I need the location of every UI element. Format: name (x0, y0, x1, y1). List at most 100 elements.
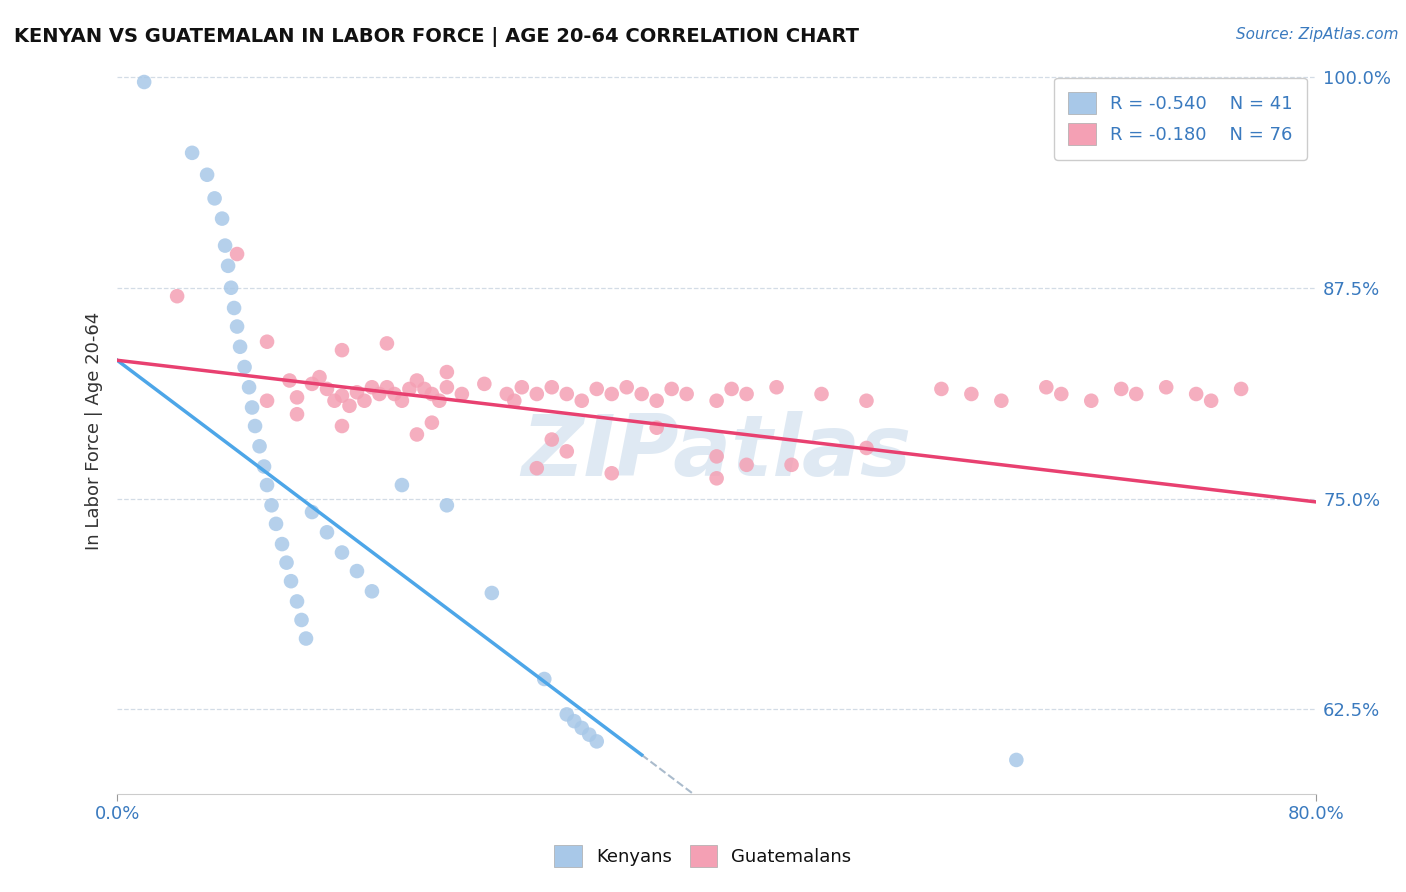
Point (260, 498, 283, 512)
Point (600, 387, 623, 401)
Point (436, 365, 458, 379)
Point (990, 393, 1012, 408)
Point (931, 382, 953, 396)
Point (278, 374, 301, 388)
Point (346, 564, 368, 578)
Point (285, 594, 308, 608)
Point (285, 390, 308, 404)
Point (503, 393, 526, 408)
Point (720, 382, 742, 396)
Point (810, 387, 832, 401)
Point (645, 421, 668, 435)
Point (330, 343, 353, 358)
Point (391, 393, 413, 408)
Point (249, 439, 271, 453)
Point (1125, 387, 1147, 401)
Point (256, 393, 278, 408)
Point (436, 380, 458, 394)
Point (323, 393, 346, 408)
Point (204, 191, 226, 205)
Point (211, 211, 233, 226)
Point (398, 382, 420, 396)
Point (181, 145, 204, 160)
Point (222, 301, 245, 315)
Point (316, 525, 339, 540)
Point (308, 370, 330, 384)
Point (384, 387, 406, 401)
Point (510, 380, 533, 394)
Point (555, 444, 578, 458)
Y-axis label: In Labor Force | Age 20-64: In Labor Force | Age 20-64 (86, 312, 103, 550)
Point (1080, 393, 1102, 408)
Point (316, 382, 339, 396)
Point (571, 393, 593, 408)
Point (301, 505, 323, 519)
Point (361, 584, 384, 599)
Point (339, 399, 361, 413)
Point (226, 247, 249, 261)
Point (1035, 380, 1057, 394)
Point (540, 433, 562, 447)
Point (375, 380, 398, 394)
Point (450, 387, 472, 401)
Point (555, 387, 578, 401)
Point (562, 714, 585, 728)
Point (735, 387, 758, 401)
Point (264, 516, 287, 531)
Point (217, 259, 239, 273)
Point (285, 407, 308, 421)
Point (238, 380, 260, 394)
Point (353, 393, 375, 408)
Point (361, 380, 384, 394)
Point (630, 387, 652, 401)
Point (214, 238, 236, 252)
Point (346, 385, 368, 400)
Text: KENYAN VS GUATEMALAN IN LABOR FORCE | AGE 20-64 CORRELATION CHART: KENYAN VS GUATEMALAN IN LABOR FORCE | AG… (14, 27, 859, 46)
Point (166, 289, 188, 303)
Point (495, 387, 517, 401)
Point (1185, 387, 1208, 401)
Point (413, 382, 436, 396)
Point (195, 168, 218, 182)
Point (780, 458, 803, 472)
Point (229, 340, 252, 354)
Point (330, 419, 353, 434)
Point (533, 672, 555, 686)
Text: Source: ZipAtlas.com: Source: ZipAtlas.com (1236, 27, 1399, 42)
Point (855, 393, 877, 408)
Point (368, 387, 391, 401)
Legend: R = -0.540    N = 41, R = -0.180    N = 76: R = -0.540 N = 41, R = -0.180 N = 76 (1054, 78, 1308, 160)
Point (600, 467, 623, 481)
Point (960, 387, 983, 401)
Point (706, 450, 728, 464)
Point (472, 376, 495, 391)
Point (578, 728, 600, 742)
Point (585, 382, 607, 396)
Point (219, 281, 242, 295)
Point (765, 380, 787, 394)
Point (406, 374, 429, 388)
Point (1005, 753, 1028, 767)
Point (420, 387, 443, 401)
Point (253, 459, 276, 474)
Point (301, 376, 323, 391)
Point (375, 336, 398, 351)
Point (134, 75, 156, 89)
Point (276, 556, 298, 570)
Point (585, 734, 607, 748)
Point (1230, 382, 1253, 396)
Point (256, 478, 278, 492)
Point (706, 471, 728, 485)
Point (429, 393, 451, 408)
Point (280, 574, 302, 589)
Point (661, 382, 683, 396)
Point (330, 545, 353, 559)
Point (233, 359, 256, 374)
Point (406, 427, 429, 442)
Point (675, 387, 697, 401)
Point (571, 721, 593, 735)
Point (240, 401, 263, 415)
Point (226, 319, 249, 334)
Point (616, 380, 638, 394)
Point (290, 613, 312, 627)
